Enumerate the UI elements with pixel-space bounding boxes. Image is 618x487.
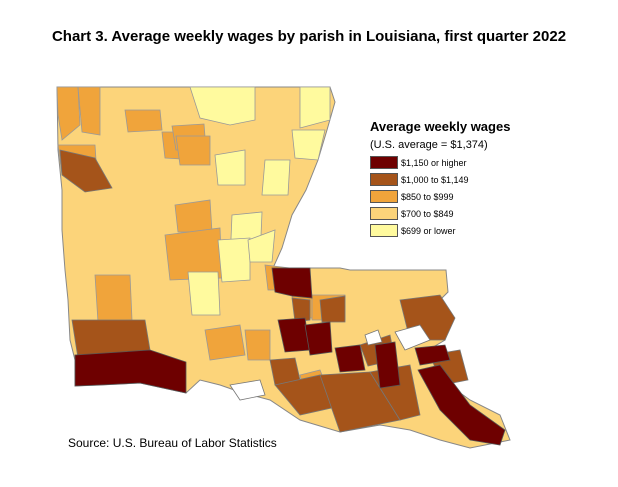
parish-morehouse xyxy=(189,86,256,126)
legend-label: $700 to $849 xyxy=(401,208,454,219)
parish-de-soto xyxy=(59,149,113,193)
lake-maurepas xyxy=(364,329,383,346)
legend-swatch xyxy=(370,207,398,220)
lake-pontchartrain xyxy=(394,324,431,351)
legend-item: $1,150 or higher xyxy=(370,154,510,171)
parish-cameron xyxy=(74,349,187,394)
legend-label: $1,150 or higher xyxy=(401,157,467,168)
legend-swatch xyxy=(370,224,398,237)
legend-item: $699 or lower xyxy=(370,222,510,239)
legend-swatch xyxy=(370,173,398,186)
parish-pointe-coupee xyxy=(271,267,313,299)
parish-acadia xyxy=(204,324,246,361)
legend-item: $850 to $999 xyxy=(370,188,510,205)
parish-bossier xyxy=(77,86,101,136)
parish-vernon xyxy=(94,274,133,323)
legend-swatch xyxy=(370,156,398,169)
chart-title: Chart 3. Average weekly wages by parish … xyxy=(51,28,567,45)
legend-item: $700 to $849 xyxy=(370,205,510,222)
parish-caddo xyxy=(56,86,81,141)
legend-label: $1,000 to $1,149 xyxy=(401,174,469,185)
source-note: Source: U.S. Bureau of Labor Statistics xyxy=(68,436,277,450)
legend-title: Average weekly wages xyxy=(370,119,511,134)
legend-swatch xyxy=(370,190,398,203)
parish-vermilion xyxy=(244,329,271,361)
parish-catahoula xyxy=(217,237,251,283)
parish-plaquemines xyxy=(417,364,506,446)
map-legend: Average weekly wages (U.S. average = $1,… xyxy=(370,119,510,239)
parish-ouachita xyxy=(175,135,211,166)
legend-label: $850 to $999 xyxy=(401,191,454,202)
parish-jefferson xyxy=(414,344,451,366)
parish-claiborne xyxy=(124,109,163,133)
parish-west-baton-rouge xyxy=(291,297,311,323)
parish-st-john xyxy=(374,341,401,389)
parish-ascension xyxy=(334,344,366,373)
parish-tensas xyxy=(261,159,291,196)
parish-concordia xyxy=(247,229,276,263)
parish-avoyelles xyxy=(187,271,221,316)
parish-franklin xyxy=(214,149,246,186)
parish-east-baton-rouge xyxy=(304,321,333,356)
parish-natchitoches xyxy=(174,199,213,233)
legend-label: $699 or lower xyxy=(401,225,456,236)
legend-item: $1,000 to $1,149 xyxy=(370,171,510,188)
legend-subtitle: (U.S. average = $1,374) xyxy=(370,139,488,151)
tier-699-lower xyxy=(187,86,331,316)
tier-1150-higher xyxy=(74,267,506,446)
parish-east-carroll xyxy=(299,86,331,129)
parish-madison xyxy=(291,129,326,161)
parish-east-feliciana xyxy=(319,295,346,323)
vermilion-bay xyxy=(229,379,266,401)
